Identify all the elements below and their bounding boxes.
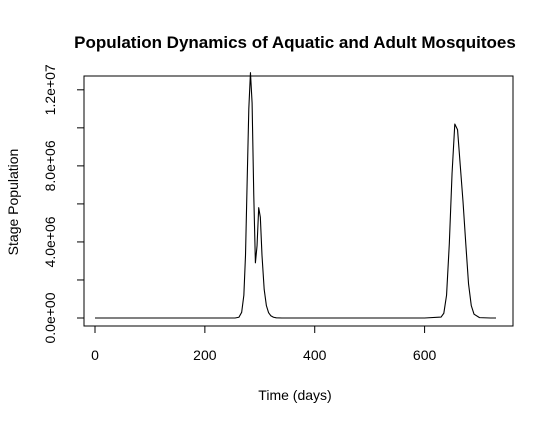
x-tick-label: 400 (303, 347, 327, 363)
y-tick-label: 0.0e+00 (42, 292, 58, 343)
x-tick-label: 0 (91, 347, 99, 363)
y-axis: 0.0e+00 4.0e+06 8.0e+06 1.2e+07 (42, 64, 85, 344)
chart-title: Population Dynamics of Aquatic and Adult… (74, 33, 516, 52)
x-tick-label: 200 (193, 347, 217, 363)
y-tick-label: 4.0e+06 (42, 216, 58, 267)
x-axis-label: Time (days) (258, 387, 331, 403)
x-tick-label: 600 (413, 347, 437, 363)
y-axis-label: Stage Population (5, 149, 21, 256)
series-group (95, 72, 496, 319)
y-tick-label: 8.0e+06 (42, 140, 58, 191)
series-line-0 (95, 72, 496, 319)
y-tick-label: 1.2e+07 (42, 64, 58, 115)
plot-frame (83, 75, 514, 327)
x-axis: 0 200 400 600 (91, 325, 437, 363)
